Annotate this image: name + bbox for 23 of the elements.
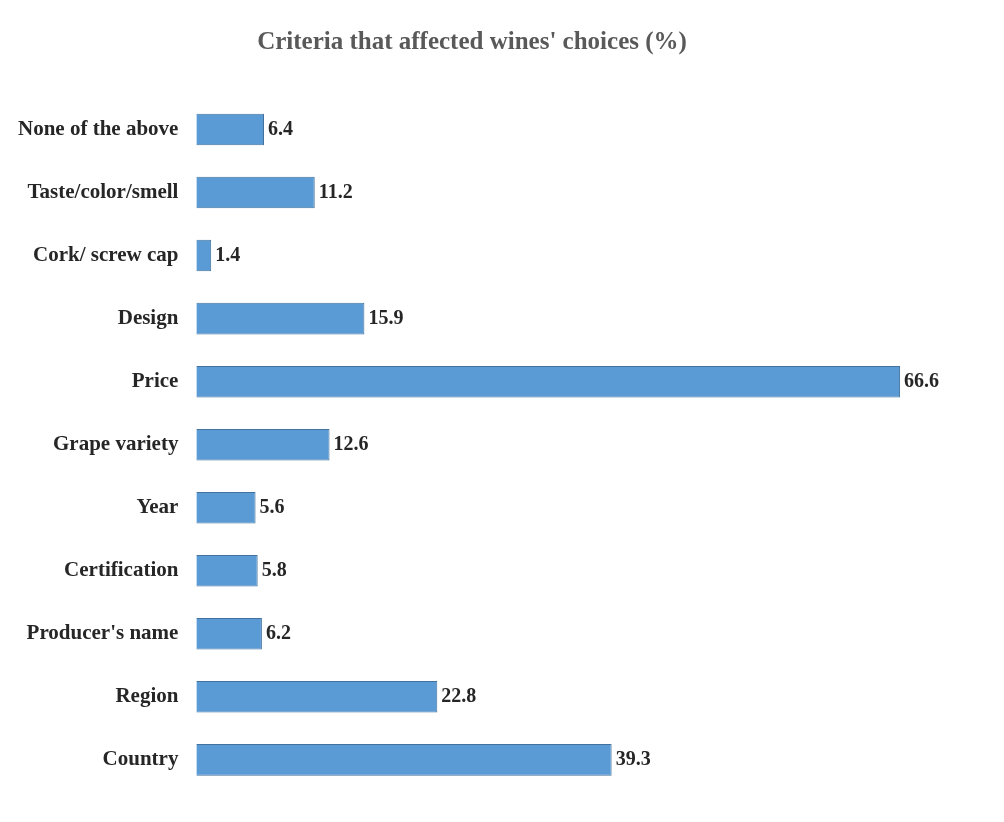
data-label: 5.6: [259, 494, 285, 517]
y-tick-label: Price: [131, 368, 179, 393]
y-tick-label: Taste/color/smell: [27, 178, 179, 203]
y-tick-label: Grape variety: [53, 431, 179, 456]
data-label: 1.4: [215, 242, 241, 265]
y-tick-label: None of the above: [18, 115, 179, 140]
y-tick-label: Cork/ screw cap: [32, 242, 179, 267]
y-tick-label: Producer's name: [26, 620, 179, 645]
chart-title: Criteria that affected wines' choices (%): [257, 27, 687, 56]
y-tick-label: Country: [102, 746, 179, 771]
data-label: 12.6: [333, 431, 369, 454]
data-label: 22.8: [441, 684, 477, 707]
y-tick-label: Certification: [64, 557, 179, 582]
data-label: 39.3: [615, 747, 651, 770]
data-label: 5.8: [261, 557, 287, 580]
data-label: 66.6: [904, 368, 940, 391]
y-tick-label: Region: [115, 683, 179, 708]
data-label: 6.2: [265, 620, 291, 643]
y-tick-label: Design: [117, 305, 179, 330]
data-label: 11.2: [318, 179, 353, 202]
data-label: 6.4: [268, 116, 294, 139]
y-tick-label: Year: [136, 494, 179, 519]
data-label: 15.9: [368, 305, 404, 328]
